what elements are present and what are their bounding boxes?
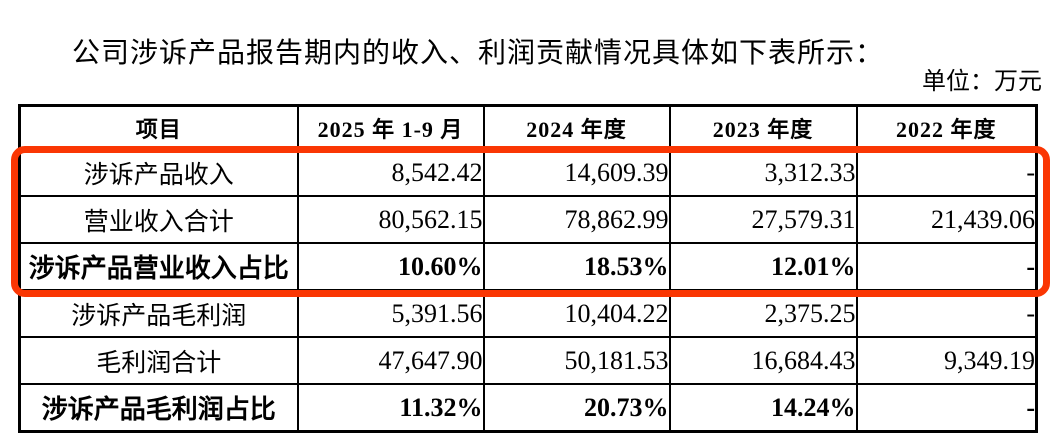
column-header-2023: 2023 年度	[668, 104, 858, 150]
cell-value: 80,562.15	[296, 195, 485, 244]
column-header-2022: 2022 年度	[855, 104, 1038, 150]
column-header-item: 项目	[18, 104, 299, 150]
cell-value: 47,647.90	[296, 336, 485, 385]
row-label: 涉诉产品毛利润	[18, 289, 299, 338]
cell-value: 12.01%	[668, 242, 858, 291]
cell-value: 10,404.22	[482, 289, 671, 338]
cell-value: 50,181.53	[482, 336, 671, 385]
column-header-2024: 2024 年度	[482, 104, 671, 150]
header-row: 项目 2025 年 1-9 月 2024 年度 2023 年度 2022 年度	[18, 104, 1038, 150]
row-label: 涉诉产品收入	[18, 148, 299, 197]
cell-value: -	[855, 148, 1038, 197]
cell-value: 9,349.19	[855, 336, 1038, 385]
cell-value: 14.24%	[668, 383, 858, 433]
table-row-involved-product-gross-profit: 涉诉产品毛利润 5,391.56 10,404.22 2,375.25 -	[18, 289, 1038, 338]
cell-value: 78,862.99	[482, 195, 671, 244]
column-header-2025: 2025 年 1-9 月	[296, 104, 485, 150]
table-row-gross-profit-ratio: 涉诉产品毛利润占比 11.32% 20.73% 14.24% -	[18, 383, 1038, 433]
table-row-total-gross-profit: 毛利润合计 47,647.90 50,181.53 16,684.43 9,34…	[18, 336, 1038, 385]
cell-value: 16,684.43	[668, 336, 858, 385]
table-row-total-operating-revenue: 营业收入合计 80,562.15 78,862.99 27,579.31 21,…	[18, 195, 1038, 244]
cell-value: 27,579.31	[668, 195, 858, 244]
cell-value: 2,375.25	[668, 289, 858, 338]
table-row-revenue-ratio: 涉诉产品营业收入占比 10.60% 18.53% 12.01% -	[18, 242, 1038, 291]
cell-value: -	[855, 383, 1038, 433]
table-row-involved-product-revenue: 涉诉产品收入 8,542.42 14,609.39 3,312.33 -	[18, 148, 1038, 197]
cell-value: 11.32%	[296, 383, 485, 433]
row-label: 涉诉产品营业收入占比	[18, 242, 299, 291]
cell-value: 18.53%	[482, 242, 671, 291]
cell-value: 21,439.06	[855, 195, 1038, 244]
cell-value: 5,391.56	[296, 289, 485, 338]
intro-paragraph: 公司涉诉产品报告期内的收入、利润贡献情况具体如下表所示：	[72, 38, 885, 69]
unit-label: 单位：万元	[922, 69, 1042, 95]
row-label: 营业收入合计	[18, 195, 299, 244]
cell-value: -	[855, 289, 1038, 338]
row-label: 毛利润合计	[18, 336, 299, 385]
row-label: 涉诉产品毛利润占比	[18, 383, 299, 433]
cell-value: 8,542.42	[296, 148, 485, 197]
cell-value: 10.60%	[296, 242, 485, 291]
cell-value: 3,312.33	[668, 148, 858, 197]
cell-value: 14,609.39	[482, 148, 671, 197]
cell-value: -	[855, 242, 1038, 291]
revenue-profit-contribution-table: 项目 2025 年 1-9 月 2024 年度 2023 年度 2022 年度 …	[18, 104, 1038, 433]
cell-value: 20.73%	[482, 383, 671, 433]
